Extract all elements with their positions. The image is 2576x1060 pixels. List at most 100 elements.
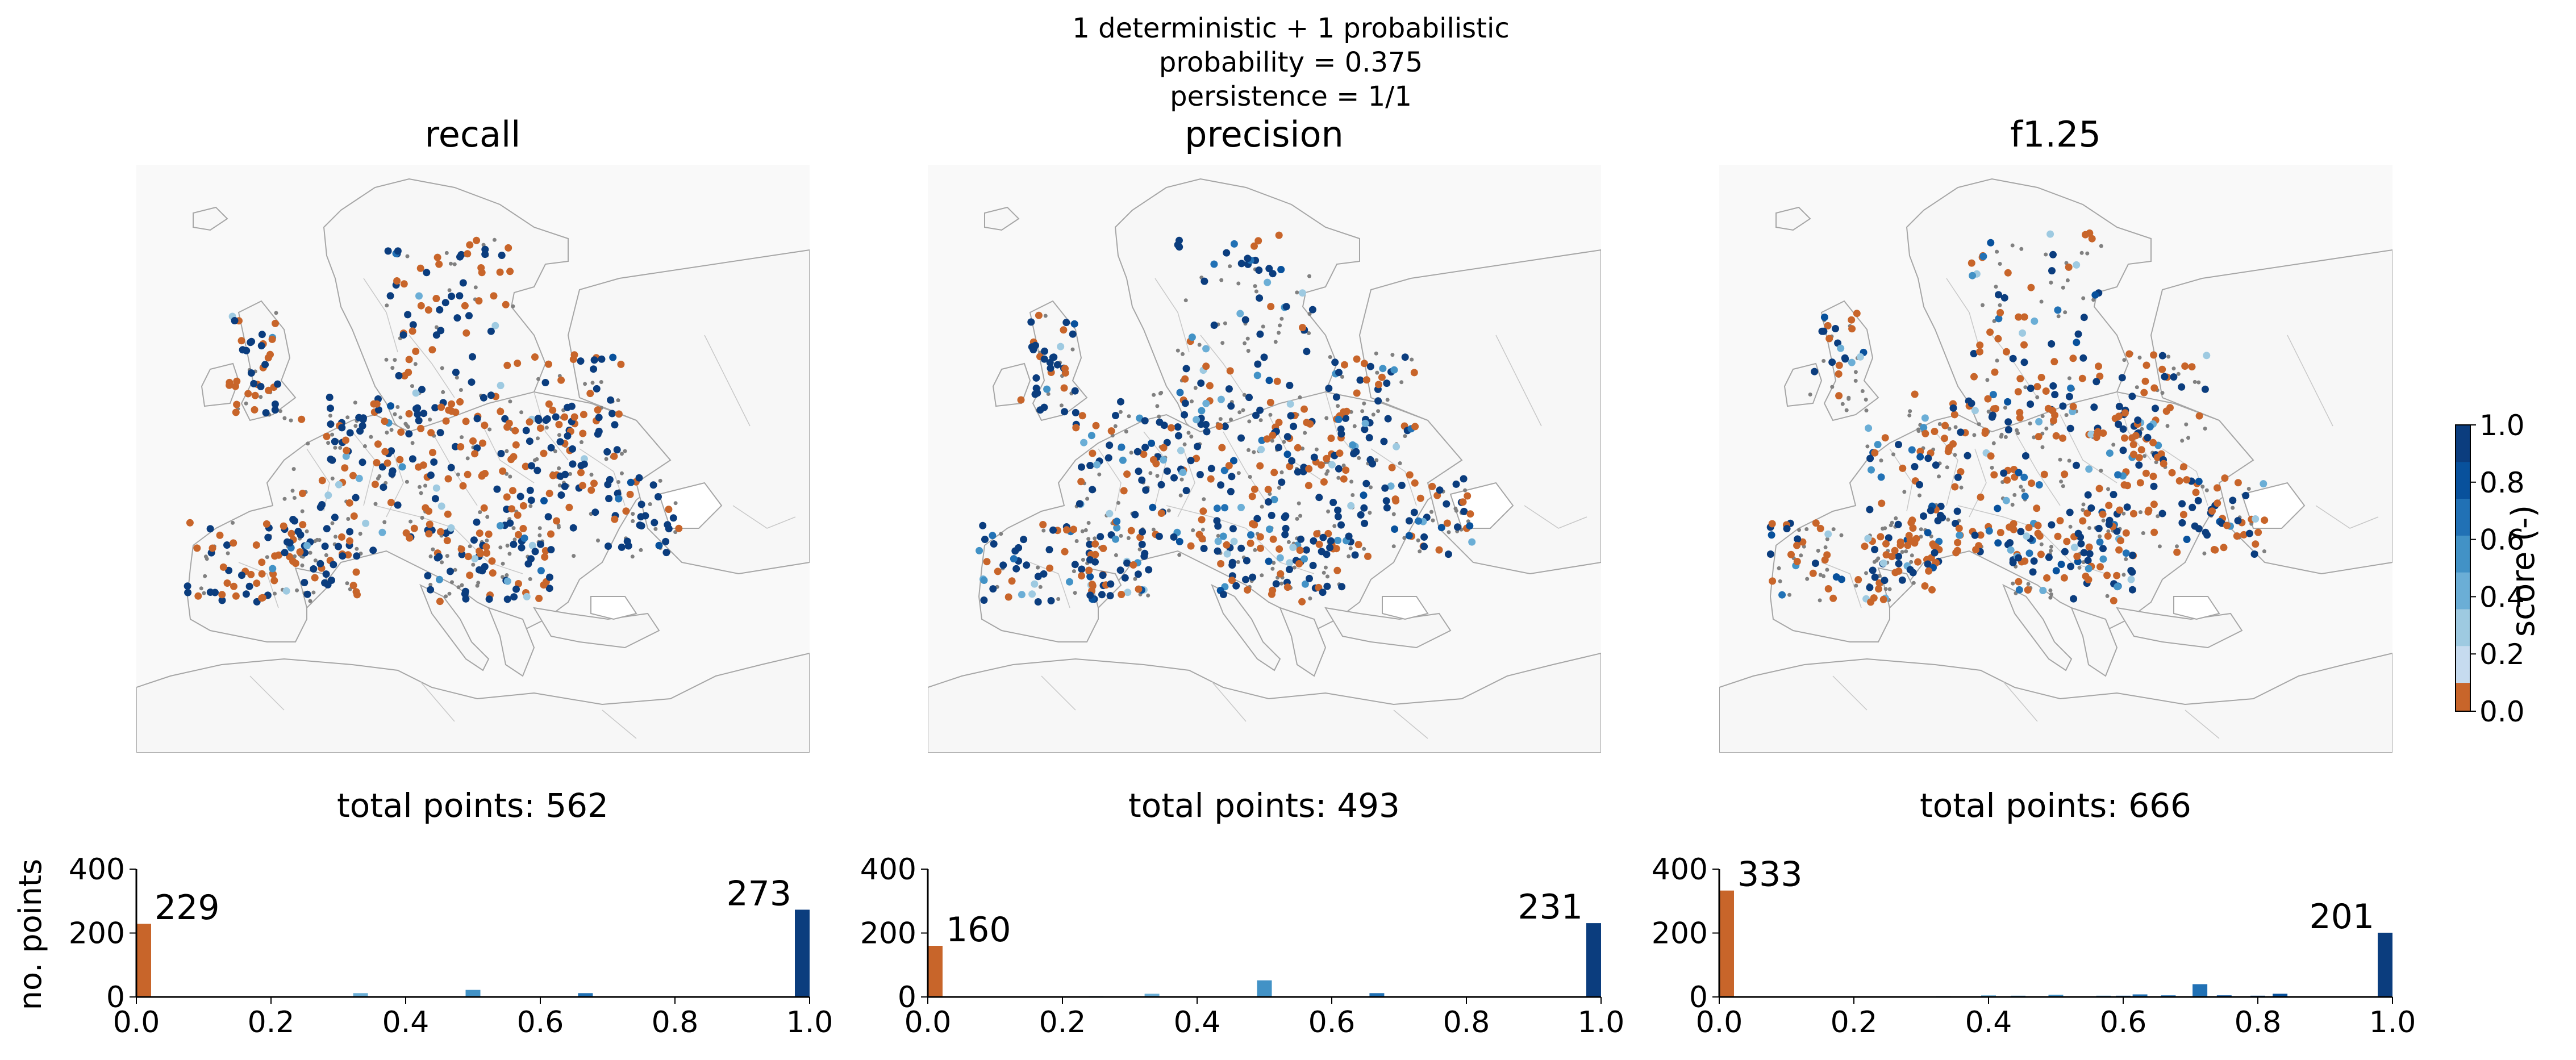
grey-station-point (2081, 508, 2085, 512)
station-point (557, 491, 565, 499)
grey-station-point (1991, 441, 1996, 445)
station-point (2136, 479, 2144, 487)
station-point (511, 427, 519, 435)
station-point (1895, 567, 1903, 575)
station-point (2201, 385, 2209, 393)
station-point (253, 579, 261, 587)
station-point (527, 555, 535, 563)
station-point (2125, 350, 2133, 358)
station-point (1289, 544, 1297, 552)
station-point (436, 429, 444, 437)
station-point (1106, 441, 1114, 449)
station-point (1329, 499, 1337, 506)
station-point (2080, 314, 2088, 322)
station-point (345, 499, 353, 507)
station-point (1275, 419, 1283, 427)
land-outline (193, 206, 228, 231)
station-point (232, 592, 240, 600)
country-border (2037, 528, 2106, 574)
x-tick-label: 0.6 (1308, 1005, 1356, 1040)
grey-station-point (1189, 435, 1194, 439)
grey-station-point (1463, 488, 1468, 493)
station-point (2088, 235, 2096, 243)
station-point (2181, 362, 2189, 370)
station-point (1410, 369, 1418, 377)
station-point (291, 560, 299, 567)
station-point (1950, 411, 1958, 419)
station-point (1357, 511, 1365, 519)
station-point (1986, 328, 1994, 336)
country-border (477, 414, 535, 483)
station-point (2017, 528, 2025, 536)
station-point (1157, 510, 1165, 517)
grey-station-point (1325, 574, 1329, 579)
grey-station-point (1242, 393, 1247, 397)
country-border (1029, 562, 1070, 608)
grey-station-point (1846, 397, 1851, 401)
station-point (2178, 383, 2186, 391)
station-point (344, 551, 352, 559)
station-point (1040, 355, 1048, 363)
station-point (570, 413, 578, 421)
station-point (1369, 460, 1377, 468)
station-point (1879, 559, 1887, 567)
station-point (328, 577, 335, 584)
station-point (2110, 596, 2118, 604)
station-point (269, 570, 277, 578)
grey-station-point (1368, 511, 1372, 515)
station-point (435, 553, 443, 561)
suptitle-line-2: probability = 0.375 (1159, 47, 1423, 78)
grey-station-point (444, 594, 448, 599)
grey-station-point (1201, 527, 1205, 532)
grey-station-point (324, 553, 328, 557)
grey-station-point (2039, 542, 2044, 546)
station-point (387, 499, 395, 507)
station-point (509, 487, 516, 495)
grey-station-point (2111, 443, 2116, 447)
country-border (2315, 505, 2379, 529)
station-point (1223, 249, 1231, 257)
station-point (1921, 582, 1929, 590)
station-point (491, 322, 499, 329)
grey-station-point (1133, 577, 1137, 581)
station-point (436, 306, 444, 314)
grey-station-point (1236, 281, 1241, 286)
grey-station-point (389, 428, 394, 432)
grey-station-point (557, 466, 561, 470)
station-point (1091, 540, 1099, 548)
x-tick-label: 0.0 (904, 1005, 952, 1040)
grey-station-point (2200, 485, 2205, 489)
station-point (335, 481, 343, 489)
station-point (1949, 404, 1957, 412)
grey-station-point (589, 473, 594, 477)
station-point (2242, 491, 2250, 499)
station-point (2052, 567, 2060, 575)
grey-station-point (2202, 551, 2207, 556)
station-point (2030, 557, 2038, 565)
station-point (508, 505, 516, 513)
station-point (406, 534, 414, 542)
station-point (475, 297, 483, 305)
station-point (1149, 456, 1157, 464)
station-point (1866, 506, 1874, 514)
station-point (1365, 434, 1373, 441)
station-point (2192, 489, 2200, 496)
station-point (519, 502, 527, 510)
grey-station-point (596, 539, 600, 542)
grey-station-point (1994, 285, 1998, 289)
grey-station-point (317, 538, 322, 542)
grey-station-point (1038, 585, 1043, 589)
grey-station-point (1286, 540, 1291, 544)
station-point (2070, 544, 2078, 552)
station-point (1878, 499, 1886, 507)
station-point (375, 406, 382, 414)
station-point (1242, 575, 1249, 583)
station-point (1436, 486, 1444, 494)
country-border (409, 335, 455, 398)
station-point (1168, 424, 1175, 432)
station-point (1464, 492, 1472, 500)
grey-station-point (1876, 556, 1881, 561)
station-point (416, 264, 424, 272)
country-border (1832, 675, 1868, 711)
station-point (327, 404, 334, 412)
